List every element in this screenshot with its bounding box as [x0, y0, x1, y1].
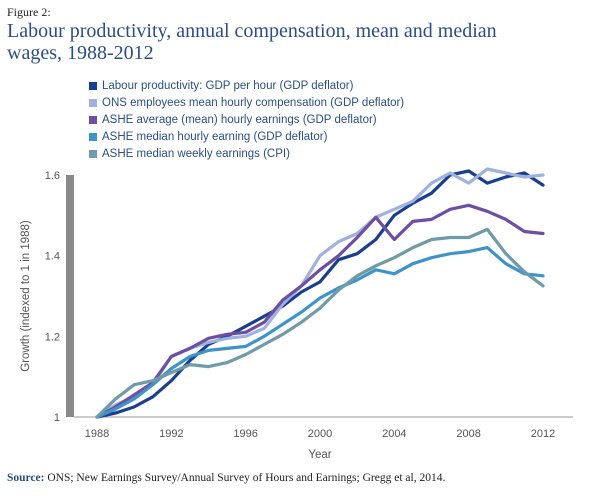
x-tick-label: 1988 [85, 428, 109, 440]
series-line-3 [95, 203, 545, 419]
y-tick-label: 1.2 [45, 331, 60, 343]
legend-item: Labour productivity: GDP per hour (GDP d… [89, 77, 404, 94]
y-axis-bar [66, 175, 74, 417]
series-line-1 [95, 169, 545, 419]
x-tick-label: 1996 [233, 428, 257, 440]
source-prefix: Source: [7, 472, 45, 484]
y-tick-label: 1.4 [45, 251, 60, 263]
legend-label: ASHE median hourly earning (GDP deflator… [102, 130, 328, 143]
legend-item: ASHE median weekly earnings (CPI) [89, 145, 404, 162]
x-tick-label: 2000 [308, 428, 332, 440]
figure-title: Labour productivity, annual compensation… [7, 20, 497, 64]
y-axis-title: Growth (indexed to 1 in 1988) [20, 220, 32, 372]
legend-label: ASHE average (mean) hourly earnings (GDP… [102, 113, 377, 126]
legend-swatch [89, 98, 97, 107]
series-line-5 [95, 227, 545, 419]
legend-swatch [89, 149, 97, 158]
legend-item: ONS employees mean hourly compensation (… [89, 94, 404, 111]
y-tick-label: 1 [54, 412, 60, 424]
legend-item: ASHE average (mean) hourly earnings (GDP… [89, 111, 404, 128]
source-note: Source: ONS; New Earnings Survey/Annual … [7, 472, 445, 484]
legend-swatch [89, 81, 97, 90]
x-axis-title: Year [308, 449, 331, 461]
chart-legend: Labour productivity: GDP per hour (GDP d… [89, 77, 404, 162]
y-tick-label: 1.6 [45, 170, 60, 182]
legend-label: ONS employees mean hourly compensation (… [102, 96, 405, 109]
legend-label: ASHE median weekly earnings (CPI) [102, 147, 290, 160]
x-tick-label: 1992 [159, 428, 183, 440]
legend-swatch [89, 132, 97, 141]
series-line-4 [95, 246, 545, 419]
x-tick-label: 2004 [382, 428, 406, 440]
legend-swatch [89, 115, 97, 124]
figure-label: Figure 2: [7, 5, 51, 19]
legend-item: ASHE median hourly earning (GDP deflator… [89, 128, 404, 145]
x-tick-label: 2008 [456, 428, 480, 440]
source-text: ONS; New Earnings Survey/Annual Survey o… [44, 472, 446, 484]
legend-label: Labour productivity: GDP per hour (GDP d… [102, 79, 354, 92]
x-tick-label: 2012 [531, 428, 555, 440]
